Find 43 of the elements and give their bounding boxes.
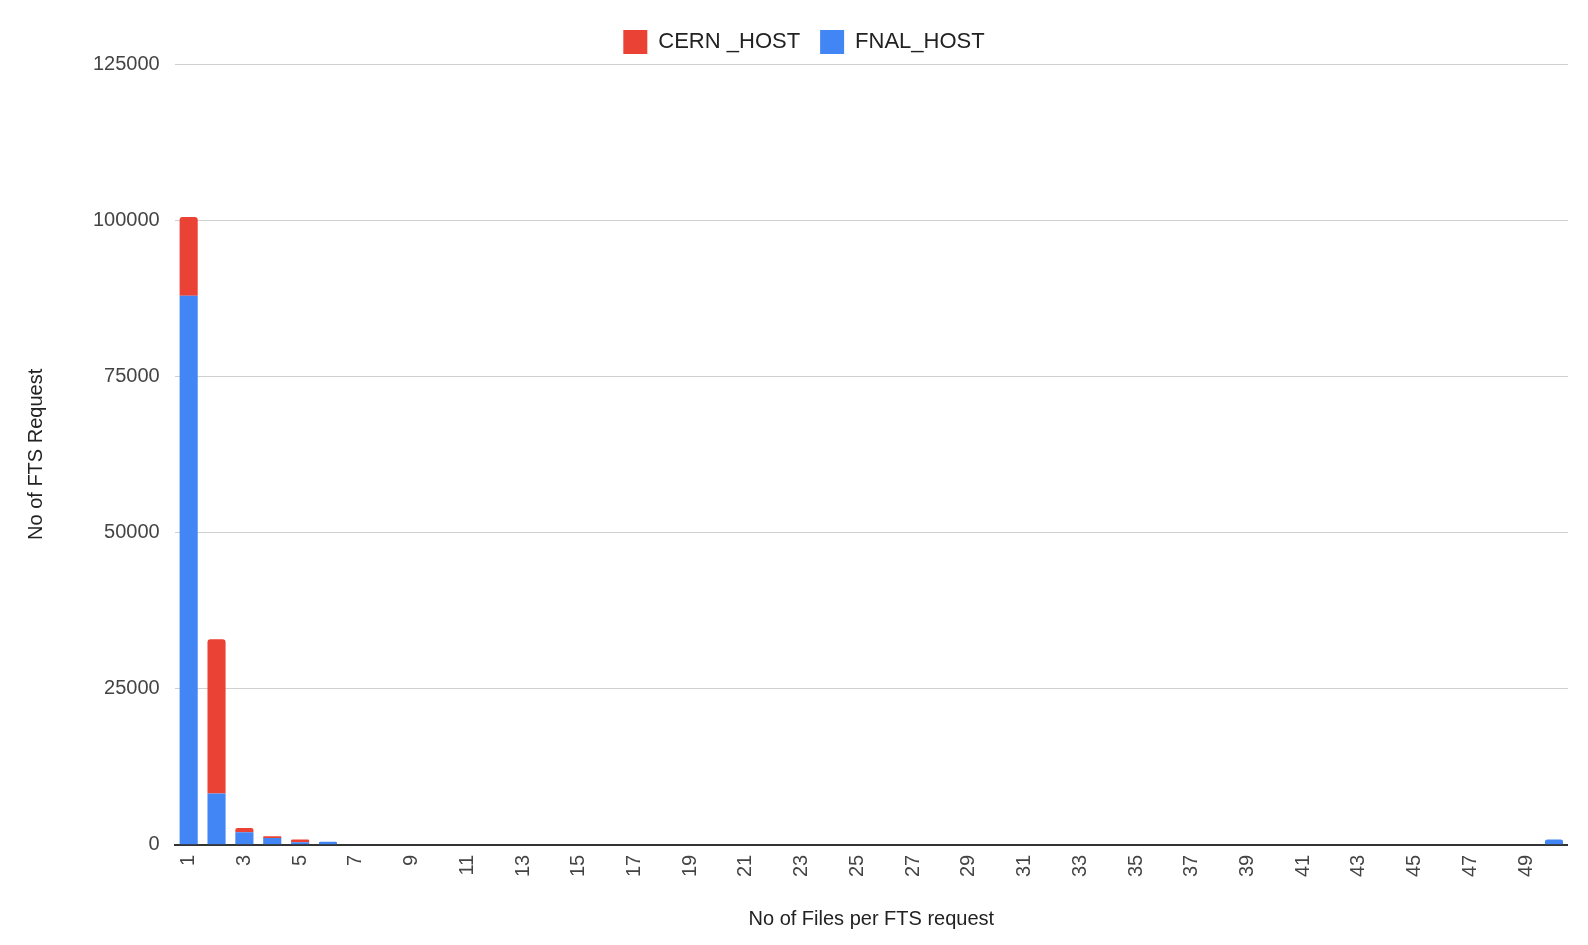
legend-label: CERN _HOST [658, 28, 801, 54]
bar [263, 837, 282, 845]
bar [235, 832, 254, 845]
x-tick-label: 21 [733, 854, 756, 877]
x-tick-label: 49 [1513, 854, 1536, 877]
x-tick-label: 27 [900, 854, 923, 877]
x-tick-label: 3 [231, 854, 254, 866]
x-tick-label: 45 [1402, 854, 1425, 877]
bar [1544, 839, 1564, 845]
x-tick-label: 35 [1123, 854, 1146, 877]
x-tick-label: 1 [176, 854, 199, 866]
x-tick-label: 37 [1179, 854, 1202, 877]
x-tick-label: 33 [1067, 854, 1090, 877]
legend-label: FNAL_HOST [855, 28, 985, 54]
x-tick-label: 5 [287, 854, 310, 866]
x-tick-label: 17 [622, 854, 645, 877]
y-tick-label: 125000 [92, 51, 160, 74]
bar [235, 827, 254, 833]
y-tick-label: 0 [148, 832, 160, 855]
x-tick-label: 39 [1235, 854, 1258, 877]
x-tick-label: 47 [1457, 854, 1480, 877]
x-axis-title: No of Files per FTS request [748, 906, 995, 929]
x-tick-label: 41 [1290, 854, 1313, 877]
y-axis-title: No of FTS Request [23, 368, 46, 540]
bar [179, 217, 198, 296]
bar [207, 793, 226, 845]
y-tick-label: 100000 [92, 207, 160, 230]
x-tick-label: 9 [399, 854, 422, 866]
x-tick-label: 7 [343, 854, 366, 866]
y-tick-label: 75000 [104, 363, 160, 386]
x-tick-label: 43 [1346, 854, 1369, 877]
y-tick-label: 50000 [104, 519, 160, 542]
x-tick-label: 25 [844, 854, 867, 877]
x-tick-label: 29 [956, 854, 979, 877]
bar [207, 639, 226, 794]
x-tick-label: 15 [566, 854, 589, 877]
x-tick-label: 11 [454, 854, 477, 876]
y-tick-label: 25000 [104, 676, 160, 699]
x-tick-label: 23 [789, 854, 812, 877]
x-tick-label: 19 [677, 854, 700, 877]
bar [179, 295, 198, 845]
x-tick-label: 31 [1012, 854, 1035, 877]
x-tick-label: 13 [510, 854, 533, 877]
